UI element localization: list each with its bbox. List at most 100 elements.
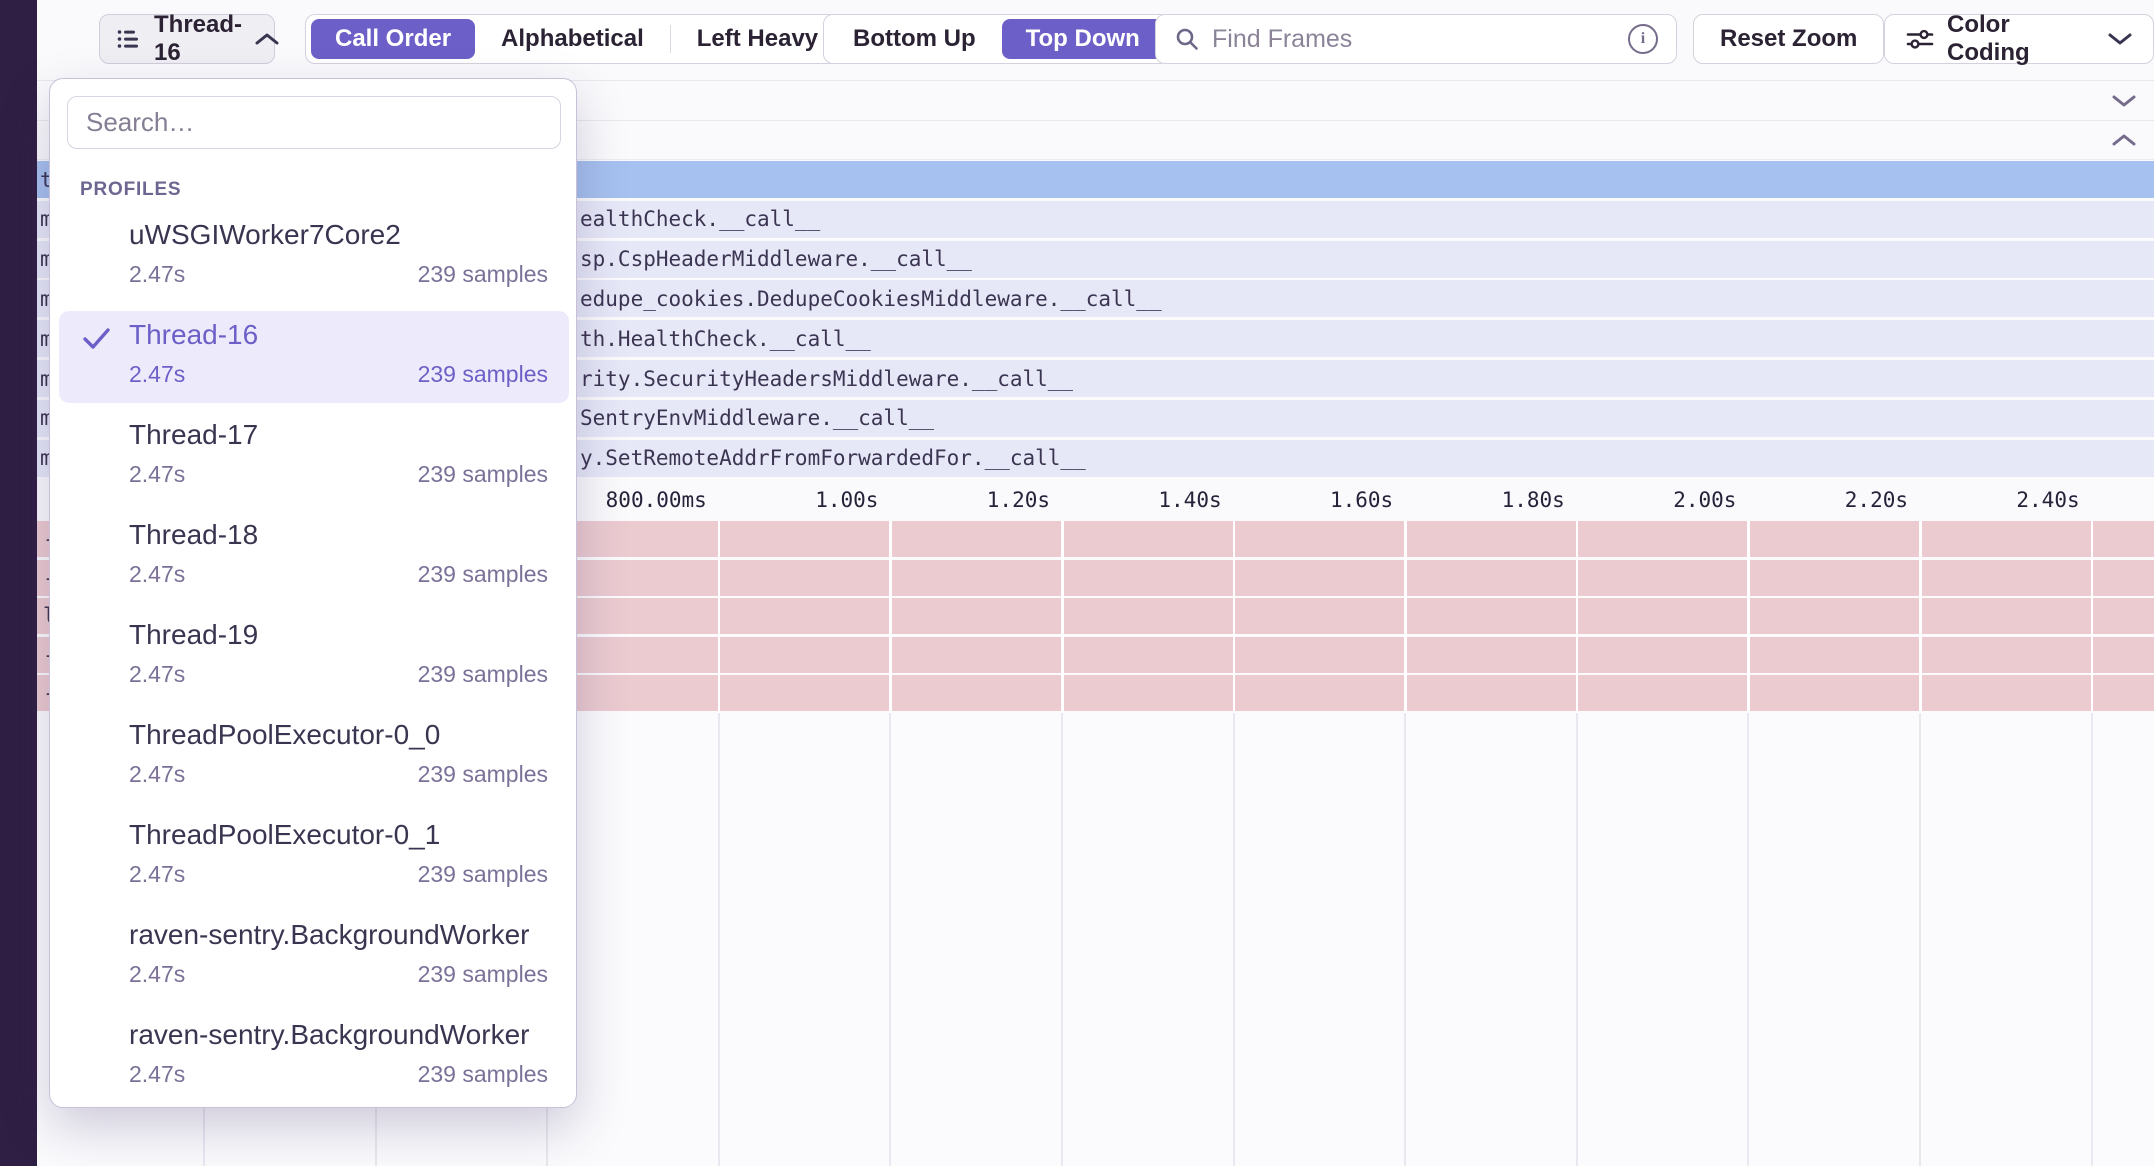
frame-label: rity.SecurityHeadersMiddleware.__call__ xyxy=(580,367,1073,391)
profile-meta: 2.47s 239 samples xyxy=(129,1061,548,1088)
profile-name: ThreadPoolExecutor-0_1 xyxy=(129,819,440,851)
find-frames-input[interactable]: Find Frames i xyxy=(1155,14,1677,64)
gridline xyxy=(1233,713,1235,1166)
color-coding-button[interactable]: Color Coding xyxy=(1884,14,2154,64)
app-sidebar-strip xyxy=(0,0,37,1166)
chevron-up-icon xyxy=(254,31,280,47)
gridline xyxy=(1919,713,1921,1166)
dropdown-search-input[interactable]: Search… xyxy=(67,96,561,149)
tab-bottom-up[interactable]: Bottom Up xyxy=(829,19,1000,59)
time-axis-tick-label: 1.00s xyxy=(815,488,878,512)
gridline xyxy=(889,521,892,713)
profiles-list: uWSGIWorker7Core2 2.47s 239 samples Thre… xyxy=(50,209,578,1109)
profile-duration: 2.47s xyxy=(129,761,185,788)
gridline xyxy=(1233,521,1236,713)
profile-meta: 2.47s 239 samples xyxy=(129,461,548,488)
color-coding-label: Color Coding xyxy=(1947,11,2095,67)
checkmark-icon xyxy=(81,325,113,353)
profile-list-item[interactable]: raven-sentry.BackgroundWorker 2.47s 239 … xyxy=(50,1009,578,1109)
gridline xyxy=(1747,521,1750,713)
direction-segmented-control: Bottom Up Top Down xyxy=(823,14,1170,64)
profile-samples: 239 samples xyxy=(418,961,548,988)
sort-segmented-control: Call Order Alphabetical Left Heavy xyxy=(305,14,848,64)
profile-list-item[interactable]: Thread-19 2.47s 239 samples xyxy=(50,609,578,709)
reset-zoom-button[interactable]: Reset Zoom xyxy=(1693,14,1884,64)
toolbar: Thread-16 Call Order Alphabetical Left H… xyxy=(37,0,2154,81)
profile-meta: 2.47s 239 samples xyxy=(129,561,548,588)
gridline xyxy=(1576,521,1579,713)
thread-selector-button[interactable]: Thread-16 xyxy=(99,14,275,64)
profile-list-item[interactable]: ThreadPoolExecutor-0_1 2.47s 239 samples xyxy=(50,809,578,909)
profile-meta: 2.47s 239 samples xyxy=(129,661,548,688)
gridline xyxy=(1919,521,1922,713)
profile-name: Thread-19 xyxy=(129,619,258,651)
tab-top-down[interactable]: Top Down xyxy=(1002,19,1164,59)
gridline xyxy=(889,713,891,1166)
profile-samples: 239 samples xyxy=(418,361,548,388)
profile-meta: 2.47s 239 samples xyxy=(129,761,548,788)
profile-list-item[interactable]: Thread-18 2.47s 239 samples xyxy=(50,509,578,609)
frame-label: edupe_cookies.DedupeCookiesMiddleware.__… xyxy=(580,287,1162,311)
profile-list-item[interactable]: uWSGIWorker7Core2 2.47s 239 samples xyxy=(50,209,578,309)
profile-duration: 2.47s xyxy=(129,461,185,488)
gridline xyxy=(1404,521,1407,713)
time-axis-tick-label: 1.80s xyxy=(1502,488,1565,512)
sliders-icon xyxy=(1905,26,1935,52)
segment-divider xyxy=(670,25,671,53)
gridline xyxy=(718,713,720,1166)
dropdown-search-placeholder: Search… xyxy=(86,107,194,138)
profiles-section-label: PROFILES xyxy=(80,179,181,201)
frame-label: ealthCheck.__call__ xyxy=(580,207,820,231)
reset-zoom-label: Reset Zoom xyxy=(1720,25,1857,53)
profile-name: Thread-18 xyxy=(129,519,258,551)
time-axis-tick-label: 1.60s xyxy=(1330,488,1393,512)
profile-list-item[interactable]: Thread-17 2.47s 239 samples xyxy=(50,409,578,509)
thread-selector-label: Thread-16 xyxy=(154,11,242,67)
profile-duration: 2.47s xyxy=(129,561,185,588)
frame-label: y.SetRemoteAddrFromForwardedFor.__call__ xyxy=(580,446,1086,470)
profile-samples: 239 samples xyxy=(418,761,548,788)
gridline xyxy=(1747,713,1749,1166)
profile-samples: 239 samples xyxy=(418,561,548,588)
find-frames-placeholder: Find Frames xyxy=(1212,25,1616,54)
chevron-up-icon[interactable] xyxy=(2110,132,2138,148)
profile-duration: 2.47s xyxy=(129,361,185,388)
profile-meta: 2.47s 239 samples xyxy=(129,961,548,988)
thread-list-icon xyxy=(116,26,142,52)
profile-meta: 2.47s 239 samples xyxy=(129,261,548,288)
gridline xyxy=(1404,713,1406,1166)
gridline xyxy=(718,521,721,713)
gridline xyxy=(1061,521,1064,713)
search-icon xyxy=(1174,26,1200,52)
profile-meta: 2.47s 239 samples xyxy=(129,861,548,888)
tab-left-heavy[interactable]: Left Heavy xyxy=(673,19,842,59)
time-axis-tick-label: 1.20s xyxy=(987,488,1050,512)
profile-name: Thread-16 xyxy=(129,319,258,351)
profile-name: raven-sentry.BackgroundWorker xyxy=(129,919,529,951)
profile-name: uWSGIWorker7Core2 xyxy=(129,219,401,251)
time-axis-tick-label: 2.20s xyxy=(1845,488,1908,512)
profile-list-item[interactable]: ThreadPoolExecutor-0_0 2.47s 239 samples xyxy=(50,709,578,809)
time-axis-tick-label: 1.40s xyxy=(1158,488,1221,512)
info-icon[interactable]: i xyxy=(1628,24,1658,54)
tab-alphabetical[interactable]: Alphabetical xyxy=(477,19,668,59)
frame-label: th.HealthCheck.__call__ xyxy=(580,327,871,351)
profile-list-item[interactable]: raven-sentry.BackgroundWorker 2.47s 239 … xyxy=(50,909,578,1009)
profile-name: raven-sentry.BackgroundWorker xyxy=(129,1019,529,1051)
chevron-down-icon[interactable] xyxy=(2110,93,2138,109)
profile-duration: 2.47s xyxy=(129,961,185,988)
gridline xyxy=(2091,521,2094,713)
tab-call-order[interactable]: Call Order xyxy=(311,19,475,59)
time-axis-tick-label: 2.40s xyxy=(2016,488,2079,512)
gridline xyxy=(2091,713,2093,1166)
gridline xyxy=(1061,713,1063,1166)
profile-duration: 2.47s xyxy=(129,661,185,688)
profile-samples: 239 samples xyxy=(418,861,548,888)
profile-name: Thread-17 xyxy=(129,419,258,451)
profile-samples: 239 samples xyxy=(418,1061,548,1088)
profile-duration: 2.47s xyxy=(129,861,185,888)
time-axis-tick-label: 800.00ms xyxy=(606,488,707,512)
thread-dropdown-panel: Search… PROFILES uWSGIWorker7Core2 2.47s… xyxy=(49,78,577,1108)
profile-list-item[interactable]: Thread-16 2.47s 239 samples xyxy=(50,309,578,409)
profile-duration: 2.47s xyxy=(129,1061,185,1088)
